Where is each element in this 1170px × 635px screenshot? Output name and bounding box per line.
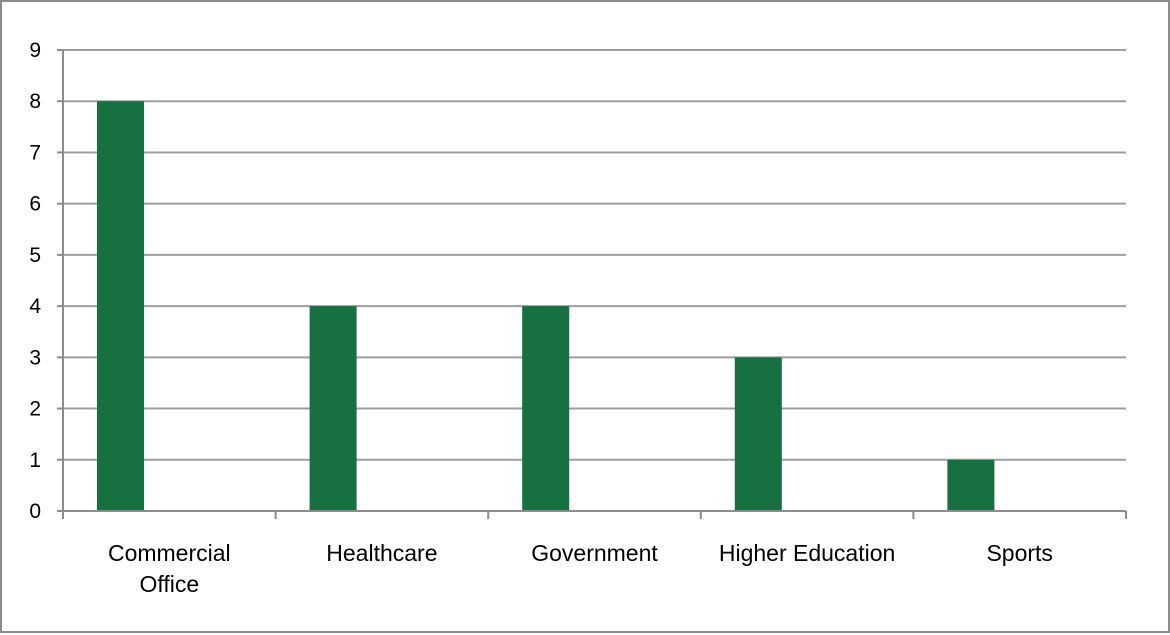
y-tick-label: 4 <box>29 295 41 318</box>
x-category-label-line: Healthcare <box>326 540 437 566</box>
x-category-label-line: Higher Education <box>719 540 895 566</box>
x-category-label: Higher Education <box>719 540 895 566</box>
x-category-label: Healthcare <box>326 540 437 566</box>
y-tick-label: 5 <box>29 244 41 267</box>
bar-3 <box>734 357 782 511</box>
axes <box>57 49 1127 519</box>
bar-0 <box>97 101 144 511</box>
y-tick-label: 6 <box>29 193 41 216</box>
x-category-label: Government <box>531 540 658 566</box>
x-category-label-line: Government <box>531 540 658 566</box>
x-category-label-line: Office <box>139 571 199 597</box>
gridlines <box>63 49 1126 461</box>
y-tick-label: 3 <box>29 346 41 369</box>
y-tick-label: 9 <box>29 39 41 62</box>
bar-2 <box>522 306 570 511</box>
y-tick-label: 2 <box>29 398 41 421</box>
y-tick-labels: 0 1 2 3 4 5 6 7 8 9 <box>29 39 41 523</box>
x-category-label-line: Commercial <box>108 540 231 566</box>
x-tick-labels: Commercial Office Healthcare Government High… <box>108 540 1053 597</box>
bars <box>97 101 995 511</box>
y-tick-label: 7 <box>29 141 41 164</box>
bar-4 <box>947 459 995 511</box>
bar-1 <box>309 306 357 511</box>
x-category-label: Commercial Office <box>108 540 231 597</box>
x-category-label-line: Sports <box>986 540 1052 566</box>
y-tick-label: 1 <box>29 449 41 472</box>
x-category-label: Sports <box>986 540 1052 566</box>
y-tick-label: 8 <box>29 90 41 113</box>
y-tick-label: 0 <box>29 500 41 523</box>
